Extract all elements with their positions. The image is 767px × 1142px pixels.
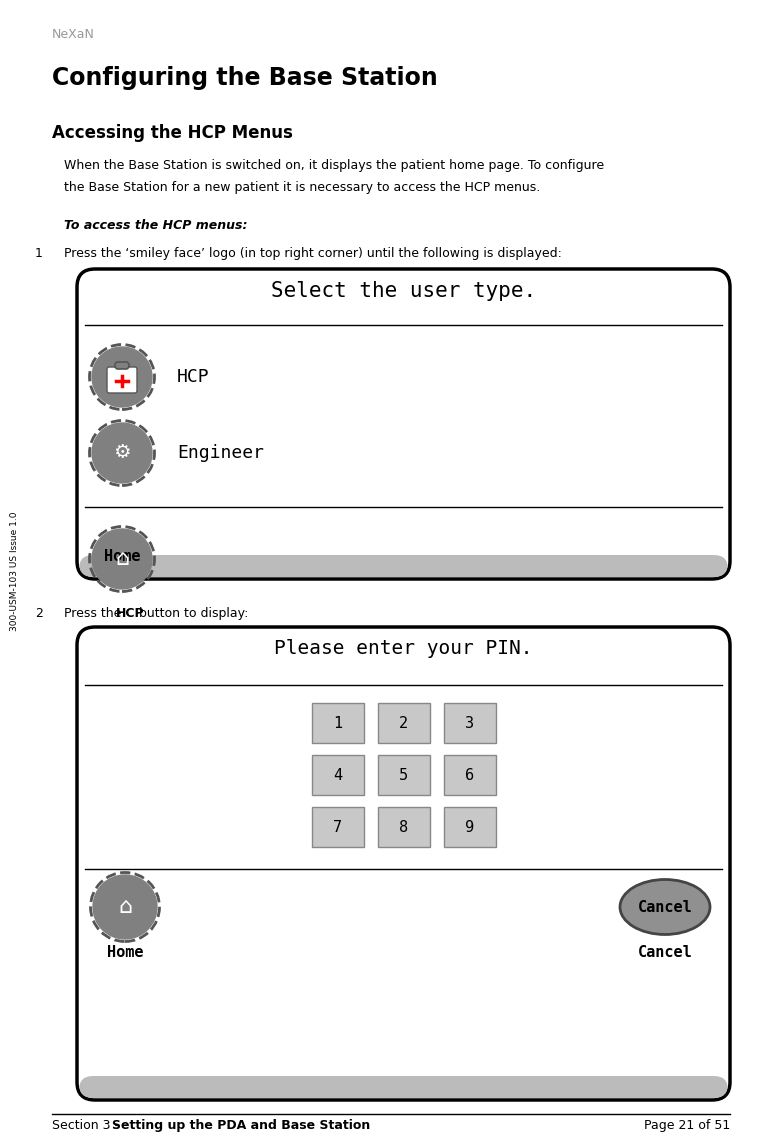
Ellipse shape	[620, 879, 710, 934]
Text: Engineer: Engineer	[177, 444, 264, 463]
Text: 7: 7	[333, 820, 342, 835]
Circle shape	[92, 423, 152, 483]
Text: Cancel: Cancel	[637, 944, 693, 960]
Text: 6: 6	[465, 767, 474, 782]
Text: Home: Home	[104, 549, 140, 564]
Text: Configuring the Base Station: Configuring the Base Station	[52, 66, 438, 90]
FancyBboxPatch shape	[79, 555, 728, 577]
Text: ⚙: ⚙	[114, 443, 130, 463]
FancyBboxPatch shape	[311, 703, 364, 743]
FancyBboxPatch shape	[311, 807, 364, 847]
Text: ⌂: ⌂	[118, 896, 132, 917]
FancyBboxPatch shape	[79, 1076, 728, 1097]
Text: When the Base Station is switched on, it displays the patient home page. To conf: When the Base Station is switched on, it…	[64, 159, 604, 172]
FancyBboxPatch shape	[443, 703, 495, 743]
Circle shape	[93, 875, 157, 939]
Text: 2: 2	[35, 608, 43, 620]
Text: 1: 1	[35, 247, 43, 260]
Text: To access the HCP menus:: To access the HCP menus:	[64, 219, 248, 232]
Text: NeXaN: NeXaN	[52, 29, 95, 41]
Circle shape	[92, 529, 152, 589]
FancyBboxPatch shape	[115, 362, 129, 369]
FancyBboxPatch shape	[77, 270, 730, 579]
Text: ⌂: ⌂	[115, 549, 129, 569]
FancyBboxPatch shape	[443, 755, 495, 795]
Text: 3: 3	[465, 716, 474, 731]
Text: Select the user type.: Select the user type.	[271, 281, 536, 301]
FancyBboxPatch shape	[311, 755, 364, 795]
FancyBboxPatch shape	[377, 755, 430, 795]
Text: 300-USM-103 US Issue 1.0: 300-USM-103 US Issue 1.0	[11, 512, 19, 630]
Text: Section 3 -: Section 3 -	[52, 1119, 123, 1132]
FancyBboxPatch shape	[377, 703, 430, 743]
Text: 9: 9	[465, 820, 474, 835]
Circle shape	[92, 347, 152, 407]
Text: Please enter your PIN.: Please enter your PIN.	[275, 640, 533, 658]
Text: 8: 8	[399, 820, 408, 835]
Text: 2: 2	[399, 716, 408, 731]
Text: 4: 4	[333, 767, 342, 782]
Text: Accessing the HCP Menus: Accessing the HCP Menus	[52, 124, 293, 142]
FancyBboxPatch shape	[77, 627, 730, 1100]
Text: 1: 1	[333, 716, 342, 731]
Text: Cancel: Cancel	[637, 900, 693, 915]
Text: Home: Home	[107, 944, 143, 960]
Text: Press the: Press the	[64, 608, 125, 620]
Text: HCP: HCP	[177, 368, 209, 386]
Text: HCP: HCP	[116, 608, 145, 620]
Text: Press the ‘smiley face’ logo (in top right corner) until the following is displa: Press the ‘smiley face’ logo (in top rig…	[64, 247, 562, 260]
Text: the Base Station for a new patient it is necessary to access the HCP menus.: the Base Station for a new patient it is…	[64, 180, 540, 194]
Text: Setting up the PDA and Base Station: Setting up the PDA and Base Station	[112, 1119, 370, 1132]
Text: 5: 5	[399, 767, 408, 782]
FancyBboxPatch shape	[443, 807, 495, 847]
Text: button to display:: button to display:	[134, 608, 248, 620]
Text: Page 21 of 51: Page 21 of 51	[644, 1119, 730, 1132]
FancyBboxPatch shape	[107, 367, 137, 393]
FancyBboxPatch shape	[377, 807, 430, 847]
